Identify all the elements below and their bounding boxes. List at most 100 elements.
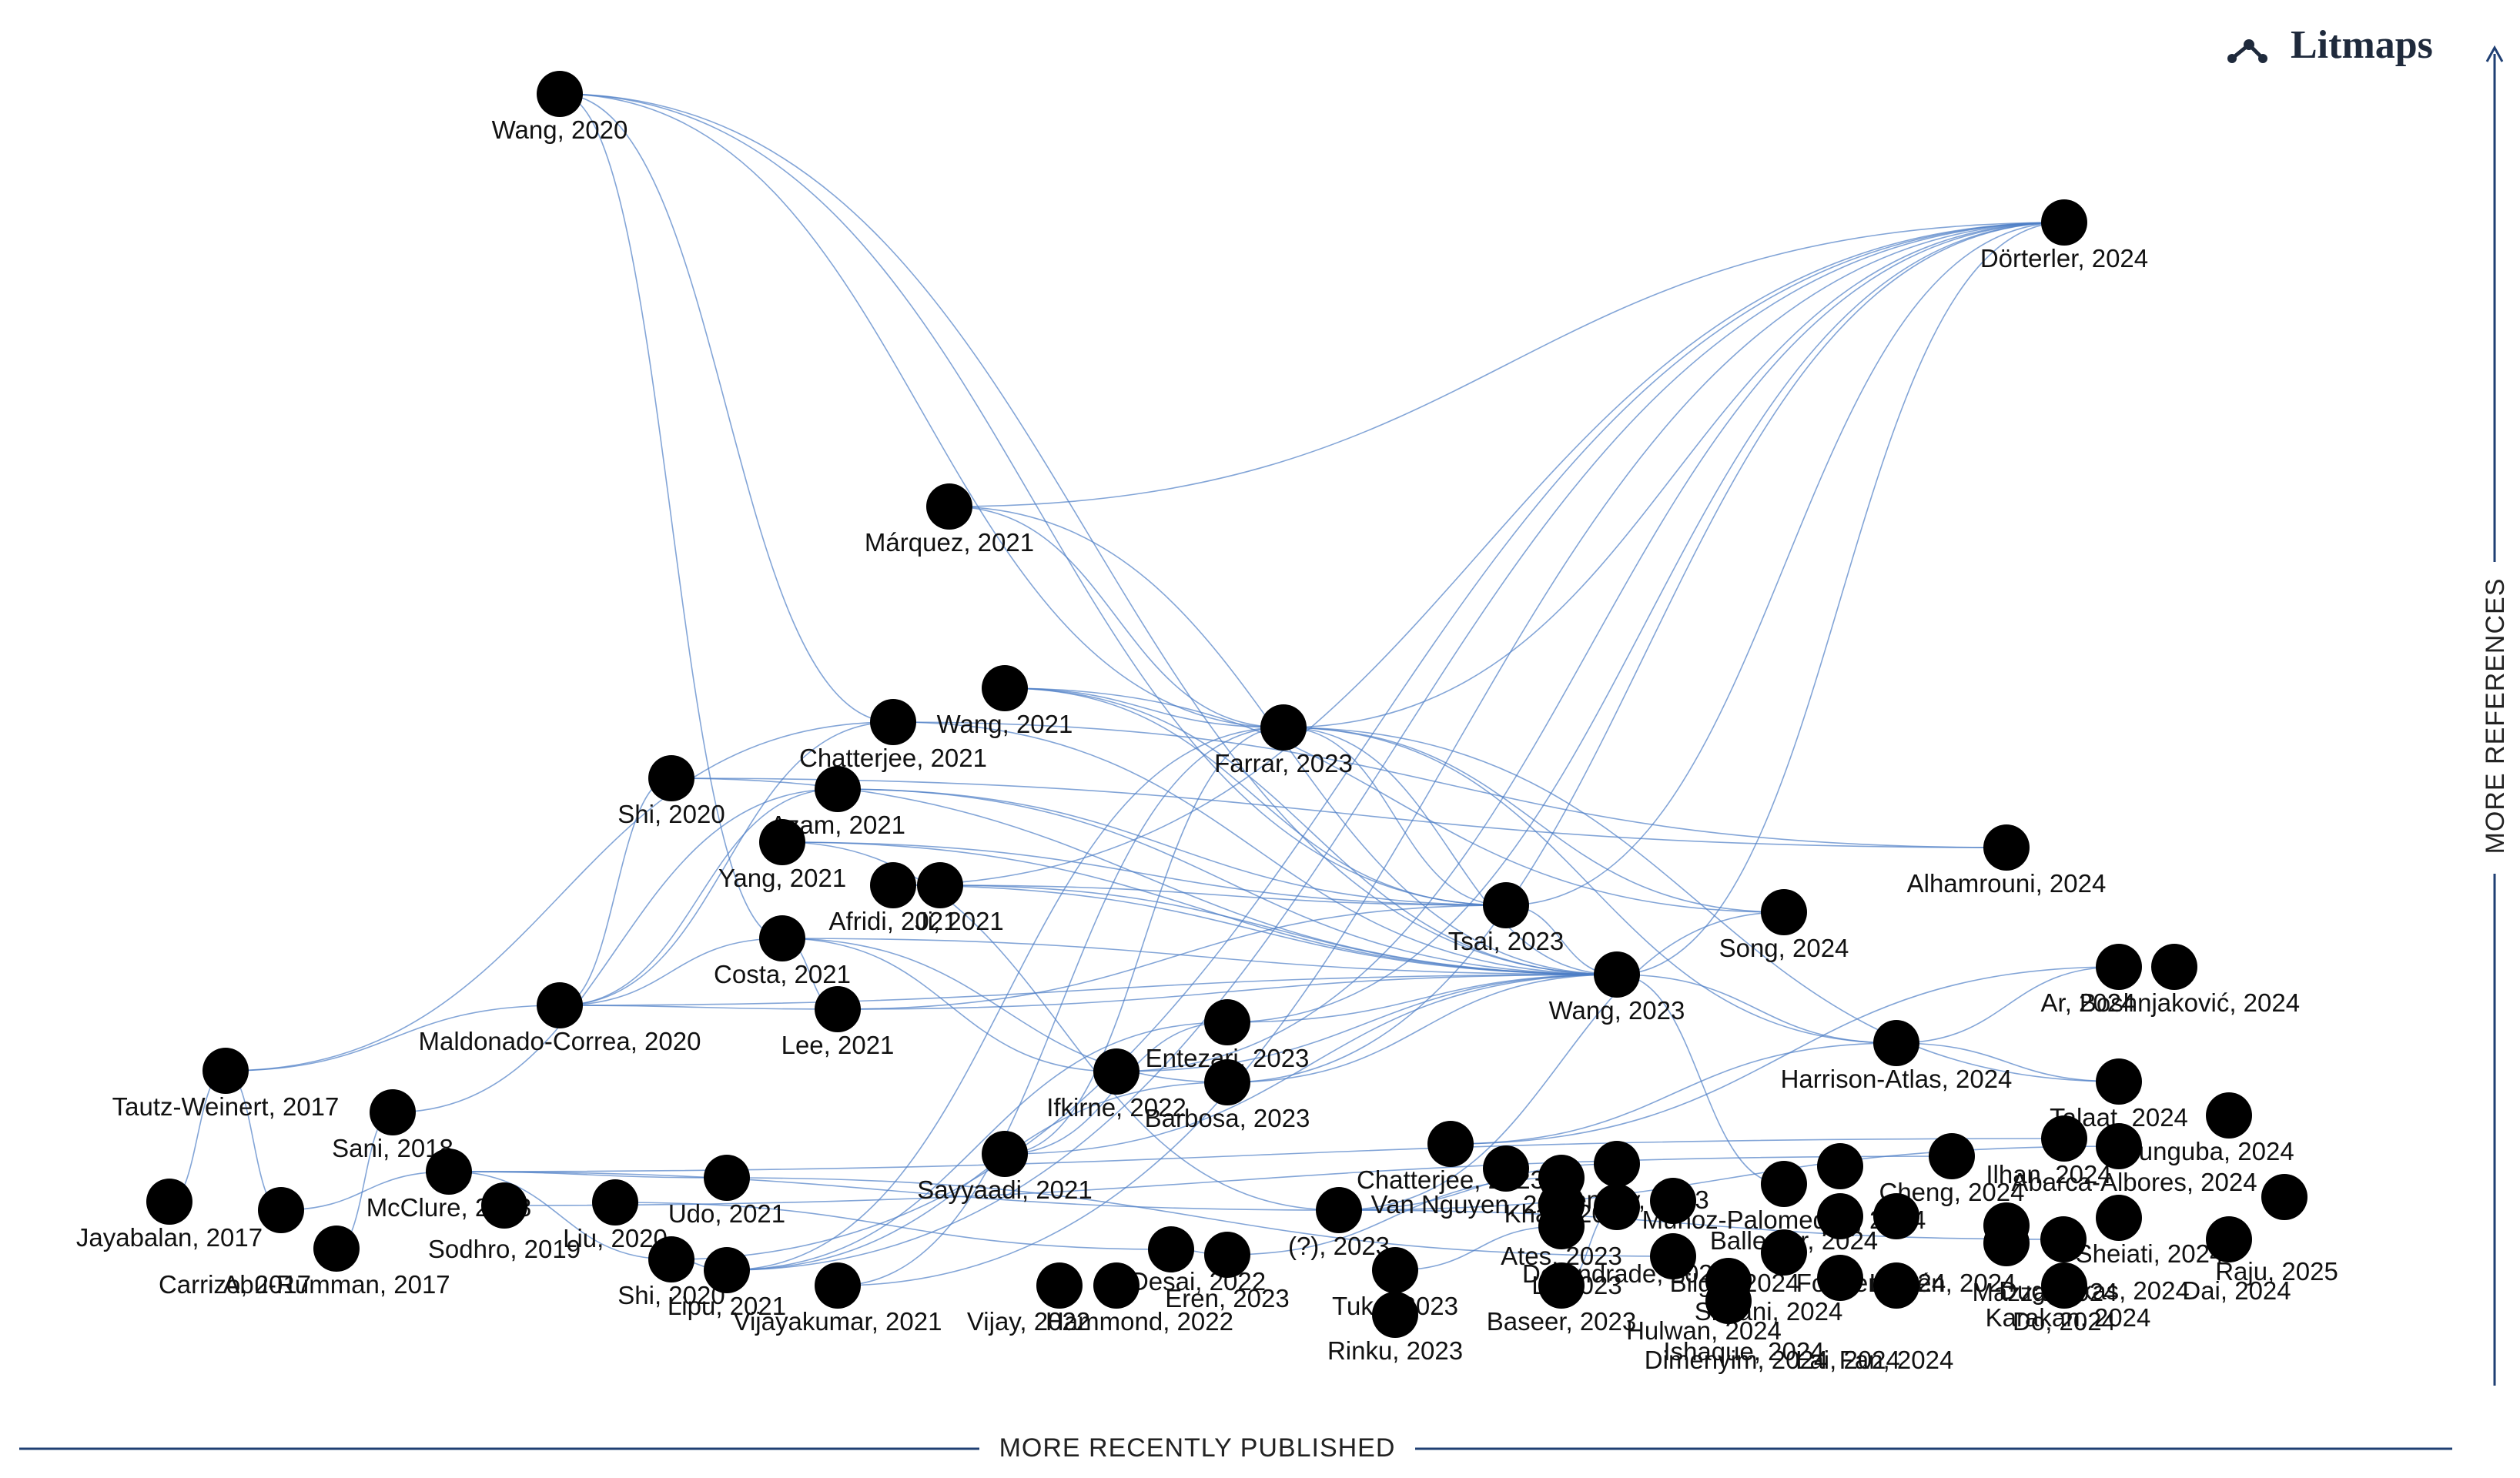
paper-dot[interactable]: [1204, 1059, 1250, 1105]
paper-node-dorterler2024[interactable]: Dörterler, 2024: [1980, 199, 2148, 273]
paper-dot[interactable]: [1594, 951, 1640, 998]
paper-dot[interactable]: [258, 1187, 304, 1233]
paper-dot[interactable]: [870, 699, 916, 745]
paper-dot[interactable]: [1761, 1161, 1807, 1207]
paper-node-sheiati2024[interactable]: Sheiati, 2024: [2076, 1195, 2224, 1268]
paper-dot[interactable]: [2041, 1262, 2087, 1309]
paper-node-munguba2024[interactable]: Munguba, 2024: [2117, 1092, 2294, 1165]
paper-dot[interactable]: [1650, 1233, 1696, 1279]
paper-dot[interactable]: [1204, 999, 1250, 1045]
paper-dot[interactable]: [1204, 1232, 1250, 1278]
paper-node-desai2022[interactable]: Desai, 2022: [1130, 1226, 1266, 1296]
paper-node-hammond2022[interactable]: Hammond, 2022: [1046, 1262, 1233, 1336]
paper-dot[interactable]: [2040, 1216, 2087, 1262]
paper-dot[interactable]: [1761, 889, 1807, 935]
paper-node-abu2017[interactable]: Abu-Rumman, 2017: [223, 1226, 450, 1299]
paper-node-ar2024[interactable]: Ar, 2024: [2041, 944, 2142, 1017]
paper-node-shi2020b[interactable]: Shi, 2020: [617, 1236, 725, 1309]
paper-node-costa2021[interactable]: Costa, 2021: [714, 915, 851, 988]
paper-dot[interactable]: [592, 1179, 638, 1226]
paper-node-q2023[interactable]: (?), 2023: [1288, 1187, 1390, 1260]
paper-dot[interactable]: [2096, 944, 2142, 990]
paper-node-rinku2023[interactable]: Rinku, 2023: [1327, 1292, 1463, 1365]
paper-node-maldonado2020[interactable]: Maldonado-Correa, 2020: [419, 982, 701, 1055]
paper-node-sodhro2019[interactable]: Sodhro, 2019: [428, 1182, 581, 1263]
paper-node-abarca2024[interactable]: Abarca-Albores, 2024: [2011, 1123, 2257, 1196]
paper-node-carrizo2017[interactable]: Carrizo, 2017: [159, 1187, 311, 1299]
paper-node-hulwan2024[interactable]: Hulwan, 2024: [1626, 1233, 1782, 1345]
paper-dot[interactable]: [1148, 1226, 1194, 1272]
paper-dot[interactable]: [2261, 1174, 2307, 1220]
paper-node-karakan2024[interactable]: Karakan, 2024: [1983, 1220, 2150, 1332]
paper-node-alhamrouni2024[interactable]: Alhamrouni, 2024: [1907, 824, 2107, 898]
paper-dot[interactable]: [1873, 1193, 1919, 1239]
paper-dot[interactable]: [146, 1179, 192, 1225]
paper-node-song2024[interactable]: Song, 2024: [1719, 889, 1849, 962]
paper-dot[interactable]: [704, 1247, 750, 1293]
paper-dot[interactable]: [917, 862, 963, 908]
paper-dot[interactable]: [1761, 1229, 1807, 1276]
paper-dot[interactable]: [1983, 1220, 2030, 1266]
paper-dot[interactable]: [648, 755, 694, 801]
paper-node-vijayakumar2021[interactable]: Vijayakumar, 2021: [734, 1262, 942, 1336]
paper-dot[interactable]: [1873, 1020, 1919, 1066]
paper-dot[interactable]: [1705, 1278, 1752, 1324]
paper-dot[interactable]: [2041, 1115, 2087, 1162]
paper-dot[interactable]: [1817, 1255, 1863, 1301]
paper-dot[interactable]: [759, 819, 805, 865]
paper-dot[interactable]: [2206, 1216, 2252, 1262]
paper-dot[interactable]: [1929, 1133, 1975, 1179]
paper-dot[interactable]: [815, 1262, 861, 1309]
paper-dot[interactable]: [870, 862, 916, 908]
paper-dot[interactable]: [1483, 882, 1529, 928]
paper-dot[interactable]: [1873, 1262, 1919, 1309]
paper-dot[interactable]: [1594, 1141, 1640, 1187]
paper-dot[interactable]: [2096, 1058, 2142, 1105]
paper-dot[interactable]: [648, 1236, 694, 1282]
paper-node-dai2024[interactable]: Dai, 2024: [2182, 1216, 2291, 1305]
paper-node-lee2021[interactable]: Lee, 2021: [781, 986, 895, 1059]
paper-node-afridi2021[interactable]: Afridi, 2021: [829, 862, 958, 935]
paper-dot[interactable]: [537, 982, 583, 1028]
paper-dot[interactable]: [1316, 1187, 1362, 1233]
paper-dot[interactable]: [537, 71, 583, 117]
paper-node-lai2024[interactable]: Lai, 2024: [1795, 1255, 1900, 1374]
paper-dot[interactable]: [1372, 1292, 1418, 1338]
paper-dot[interactable]: [1817, 1143, 1863, 1189]
paper-dot[interactable]: [982, 665, 1028, 711]
paper-node-barbosa2023[interactable]: Barbosa, 2023: [1145, 1059, 1310, 1132]
paper-node-ishaque2024[interactable]: Ishaque, 2024: [1663, 1258, 1825, 1366]
paper-node-lipu2021[interactable]: Lipu, 2021: [668, 1247, 786, 1320]
paper-node-ji2021[interactable]: Ji, 2021: [915, 862, 1004, 935]
paper-dot[interactable]: [1372, 1247, 1418, 1293]
paper-dot[interactable]: [426, 1149, 472, 1195]
paper-dot[interactable]: [2206, 1092, 2252, 1139]
paper-node-liu2020[interactable]: Liu, 2020: [563, 1179, 668, 1252]
paper-dot[interactable]: [1594, 1184, 1640, 1230]
paper-node-wang2021[interactable]: Wang, 2021: [937, 665, 1073, 738]
paper-node-ilhan2024[interactable]: Ilhan, 2024: [1986, 1115, 2112, 1189]
paper-node-harrison2024[interactable]: Harrison-Atlas, 2024: [1781, 1020, 2013, 1093]
paper-node-tautz2017[interactable]: Tautz-Weinert, 2017: [112, 1048, 340, 1121]
paper-dot[interactable]: [1427, 1121, 1474, 1167]
paper-dot[interactable]: [313, 1226, 360, 1272]
paper-node-dugioukas2024[interactable]: Dugioukas, 2024: [1999, 1216, 2190, 1305]
paper-dot[interactable]: [1483, 1145, 1529, 1192]
paper-dot[interactable]: [2041, 199, 2087, 246]
paper-dot[interactable]: [815, 766, 861, 812]
paper-node-wang2023[interactable]: Wang, 2023: [1549, 951, 1685, 1025]
paper-node-marquez2021[interactable]: Márquez, 2021: [865, 483, 1034, 557]
paper-dot[interactable]: [815, 986, 861, 1032]
paper-dot[interactable]: [1538, 1262, 1585, 1309]
paper-dot[interactable]: [2096, 1195, 2142, 1241]
paper-dot[interactable]: [926, 483, 972, 530]
paper-node-yang2021[interactable]: Yang, 2021: [718, 819, 846, 892]
paper-dot[interactable]: [1538, 1203, 1585, 1249]
paper-dot[interactable]: [481, 1182, 527, 1229]
paper-node-jayabalan2017[interactable]: Jayabalan, 2017: [76, 1179, 263, 1252]
paper-dot[interactable]: [1093, 1048, 1140, 1095]
paper-dot[interactable]: [2151, 944, 2197, 990]
paper-node-do2024[interactable]: Do, 2024: [2013, 1262, 2116, 1336]
paper-dot[interactable]: [2096, 1123, 2142, 1169]
